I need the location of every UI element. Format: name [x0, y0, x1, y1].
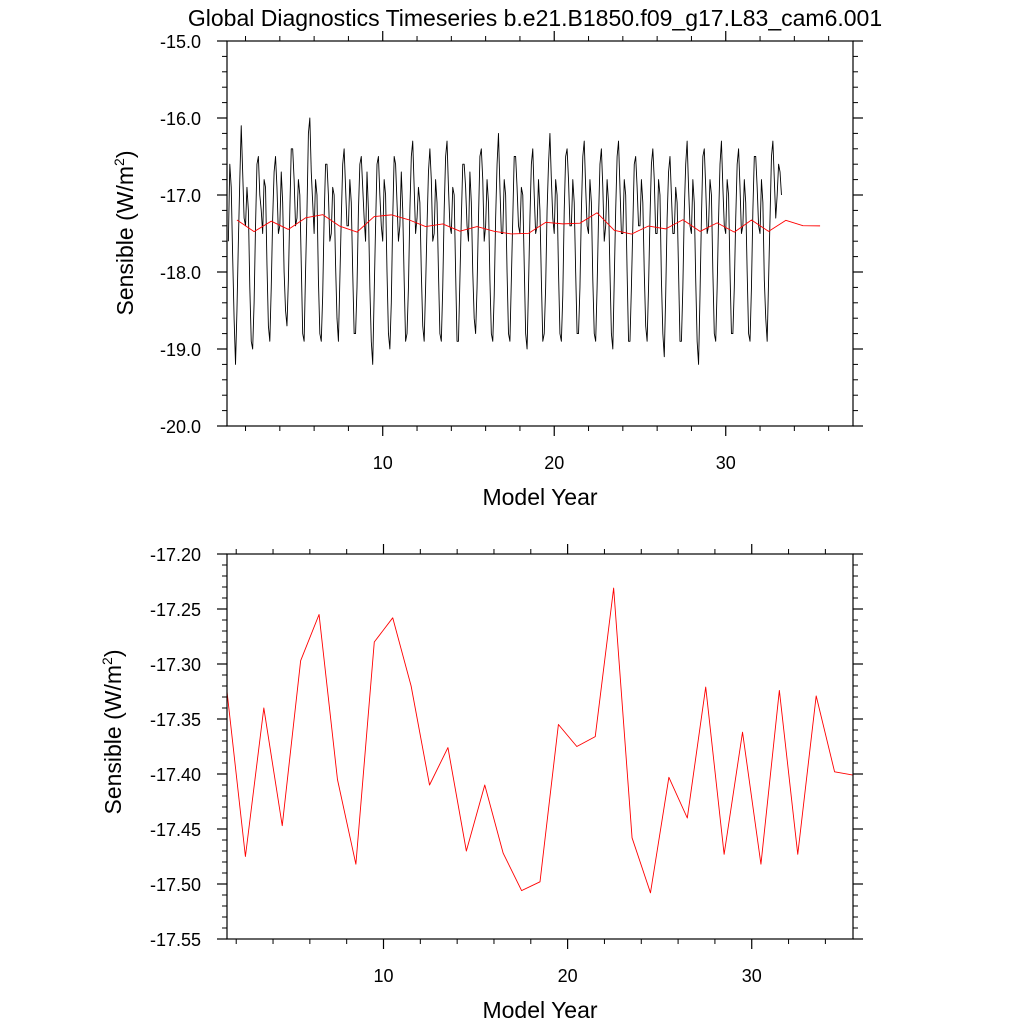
top-x-tick-label: 30: [716, 453, 736, 473]
top-x-axis-label: Model Year: [482, 484, 597, 510]
top-series-group: [227, 117, 821, 365]
bottom-x-tick-label: 10: [373, 966, 393, 986]
top-y-tick-label: -17.0: [160, 186, 201, 206]
bottom-x-tick-label: 20: [558, 966, 578, 986]
bottom-y-tick-label: -17.35: [150, 710, 201, 730]
top-y-tick-label: -19.0: [160, 340, 201, 360]
bottom-x-tick-label: 30: [742, 966, 762, 986]
bottom-series-group: [227, 587, 853, 894]
figure-title: Global Diagnostics Timeseries b.e21.B185…: [188, 5, 882, 31]
top-series-line-annual-mean: [236, 212, 821, 235]
top-plot-frame: [226, 40, 854, 427]
top-y-tick-label: -18.0: [160, 263, 201, 283]
top-y-axis-label: Sensible (W/m2): [111, 150, 138, 315]
top-series-line-monthly: [227, 117, 782, 365]
bottom-x-axis-label: Model Year: [482, 997, 597, 1023]
bottom-y-tick-label: -17.55: [150, 930, 201, 950]
bottom-y-tick-label: -17.25: [150, 600, 201, 620]
bottom-y-tick-label: -17.20: [150, 545, 201, 565]
bottom-y-tick-label: -17.30: [150, 655, 201, 675]
bottom-y-tick-label: -17.40: [150, 765, 201, 785]
top-y-tick-label: -20.0: [160, 417, 201, 437]
bottom-panel: -17.55 -17.50 -17.45 -17.40 -17.35 -17.30 -17.…: [99, 544, 863, 1023]
bottom-plot-frame: [226, 553, 854, 940]
bottom-y-axis-label: Sensible (W/m2): [99, 649, 126, 814]
bottom-y-tick-label: -17.45: [150, 820, 201, 840]
top-y-tick-label: -15.0: [160, 32, 201, 52]
bottom-y-tick-label: -17.50: [150, 875, 201, 895]
top-x-tick-label: 20: [544, 453, 564, 473]
top-panel: -20.0 -19.0 -18.0 -17.0 -16.0 -15.0 10 20 30 Mode…: [111, 31, 863, 510]
top-x-tick-label: 10: [373, 453, 393, 473]
bottom-series-line-annual-mean: [227, 587, 853, 894]
top-y-tick-label: -16.0: [160, 109, 201, 129]
